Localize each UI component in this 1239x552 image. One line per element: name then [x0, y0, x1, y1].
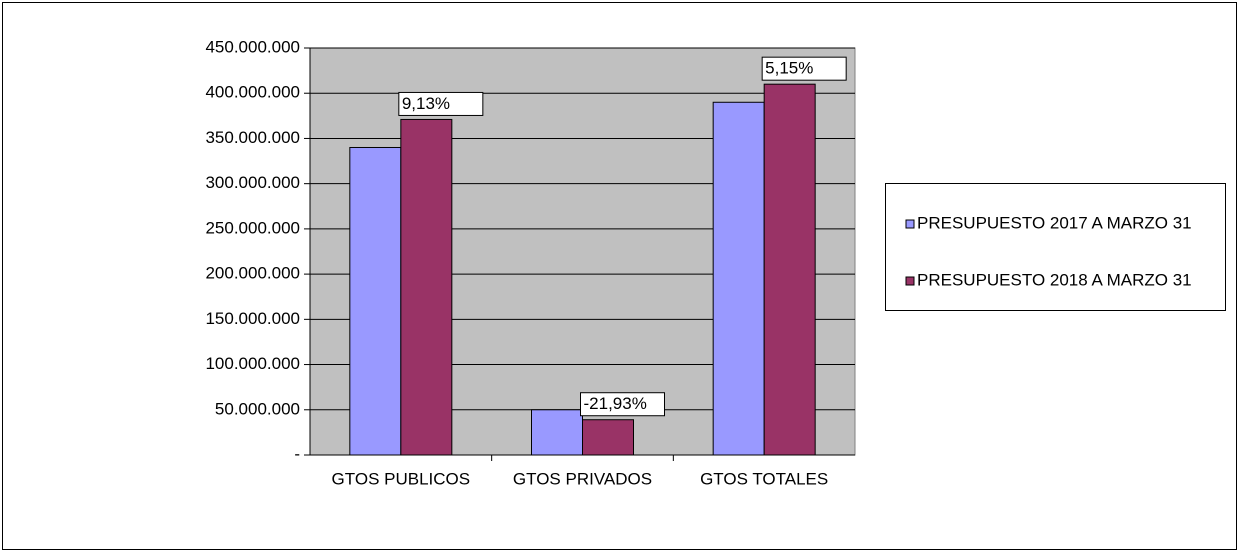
x-tick-label: GTOS TOTALES: [700, 469, 828, 488]
legend-label: PRESUPUESTO 2018 A MARZO 31: [917, 270, 1192, 289]
y-tick-label: 150.000.000: [205, 309, 300, 328]
y-tick-label: 250.000.000: [205, 218, 300, 237]
y-tick-label: 50.000.000: [215, 399, 300, 418]
legend-swatch: [905, 219, 915, 229]
annotation: 5,15%: [765, 59, 813, 78]
bar: [400, 118, 453, 456]
y-tick-label: 300.000.000: [205, 173, 300, 192]
bar: [349, 146, 402, 456]
annotation: 9,13%: [402, 94, 450, 113]
annotation-box: [398, 91, 484, 116]
y-tick-label: 200.000.000: [205, 264, 300, 283]
bar: [582, 419, 634, 456]
legend-box: [885, 183, 1226, 311]
y-tick-label: 100.000.000: [205, 354, 300, 373]
x-tick-label: GTOS PRIVADOS: [513, 469, 652, 488]
annotation: -21,93%: [584, 394, 647, 413]
legend-swatch: [905, 276, 915, 286]
legend-label: PRESUPUESTO 2017 A MARZO 31: [917, 213, 1192, 232]
y-tick-label: 450.000.000: [205, 37, 300, 56]
x-tick-label: GTOS PUBLICOS: [332, 469, 471, 488]
annotation-box: [580, 392, 665, 417]
bar: [712, 101, 765, 456]
y-tick-label: -: [294, 444, 300, 463]
bar: [763, 83, 816, 456]
y-tick-label: 400.000.000: [205, 83, 300, 102]
annotation-box: [761, 56, 847, 81]
y-tick-label: 350.000.000: [205, 128, 300, 147]
bar: [531, 409, 583, 456]
